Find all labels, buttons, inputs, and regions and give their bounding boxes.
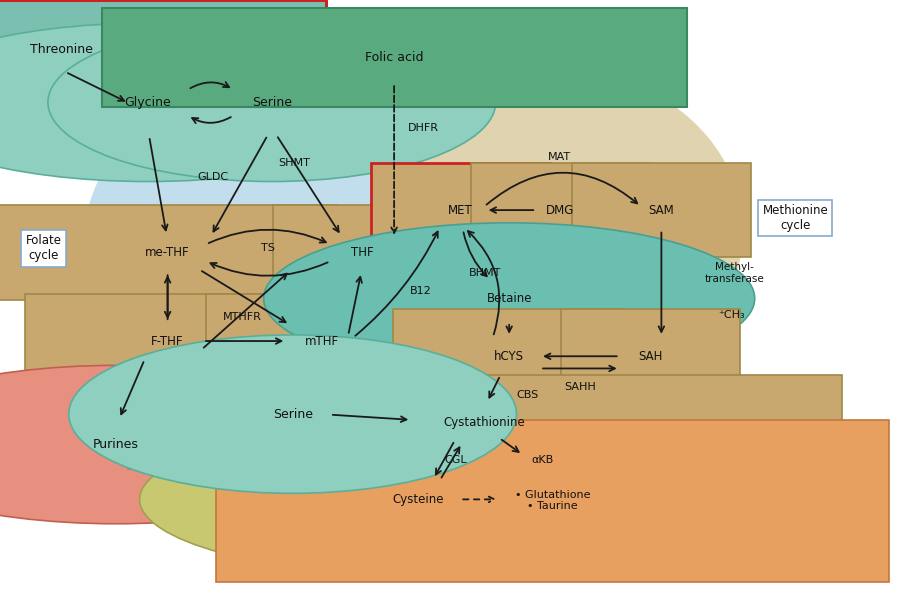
FancyBboxPatch shape <box>393 309 625 404</box>
FancyBboxPatch shape <box>572 163 751 258</box>
Text: Folic acid: Folic acid <box>365 51 423 65</box>
Text: TS: TS <box>261 244 275 253</box>
Text: BHMT: BHMT <box>469 268 502 278</box>
Text: DMG: DMG <box>545 203 574 217</box>
Ellipse shape <box>371 70 743 393</box>
Text: GLDC: GLDC <box>198 172 228 181</box>
Text: Methionine
cycle: Methionine cycle <box>763 204 828 232</box>
Text: MTHFR: MTHFR <box>224 312 262 322</box>
Text: B12: B12 <box>410 286 431 296</box>
Text: F-THF: F-THF <box>151 334 184 348</box>
FancyBboxPatch shape <box>206 294 438 389</box>
Text: DHFR: DHFR <box>408 123 439 133</box>
Ellipse shape <box>82 76 444 435</box>
Ellipse shape <box>326 362 643 563</box>
Text: Cysteine: Cysteine <box>393 493 444 506</box>
FancyBboxPatch shape <box>470 163 650 258</box>
Text: Cystathionine: Cystathionine <box>444 415 525 429</box>
FancyBboxPatch shape <box>273 205 452 300</box>
Text: Threonine: Threonine <box>30 43 93 57</box>
Text: CBS: CBS <box>516 390 539 400</box>
Text: Betaine: Betaine <box>487 292 532 305</box>
FancyBboxPatch shape <box>24 294 311 389</box>
Text: αKB: αKB <box>531 455 554 465</box>
FancyBboxPatch shape <box>371 163 550 258</box>
Text: mTHF: mTHF <box>304 334 339 348</box>
Text: SAHH: SAHH <box>564 382 596 392</box>
Ellipse shape <box>140 424 698 575</box>
Text: SHMT: SHMT <box>278 158 311 168</box>
FancyBboxPatch shape <box>101 9 687 107</box>
Text: Glycine: Glycine <box>124 96 171 109</box>
FancyBboxPatch shape <box>0 205 337 300</box>
Text: me-THF: me-THF <box>145 246 190 259</box>
Ellipse shape <box>69 335 516 493</box>
Text: SAH: SAH <box>639 350 662 363</box>
Text: MAT: MAT <box>548 152 572 162</box>
Ellipse shape <box>264 223 755 374</box>
Ellipse shape <box>48 23 496 181</box>
Text: THF: THF <box>352 246 373 259</box>
Text: Purines: Purines <box>93 438 139 451</box>
Text: MET: MET <box>448 203 473 217</box>
FancyBboxPatch shape <box>0 1 326 99</box>
Text: Methyl-
transferase: Methyl- transferase <box>705 262 765 284</box>
Text: Serine: Serine <box>273 407 313 421</box>
Text: • Glutathione
• Taurine: • Glutathione • Taurine <box>515 490 591 512</box>
Text: Folate
cycle: Folate cycle <box>25 234 62 262</box>
FancyBboxPatch shape <box>128 375 842 470</box>
FancyBboxPatch shape <box>216 420 890 582</box>
Ellipse shape <box>0 365 375 524</box>
Text: ⁺CH₃: ⁺CH₃ <box>718 311 745 320</box>
Ellipse shape <box>0 23 407 181</box>
Text: Serine: Serine <box>252 96 292 109</box>
Text: CGL: CGL <box>445 455 467 465</box>
Text: SAM: SAM <box>649 203 674 217</box>
Text: hCYS: hCYS <box>494 350 525 363</box>
FancyBboxPatch shape <box>561 309 740 404</box>
